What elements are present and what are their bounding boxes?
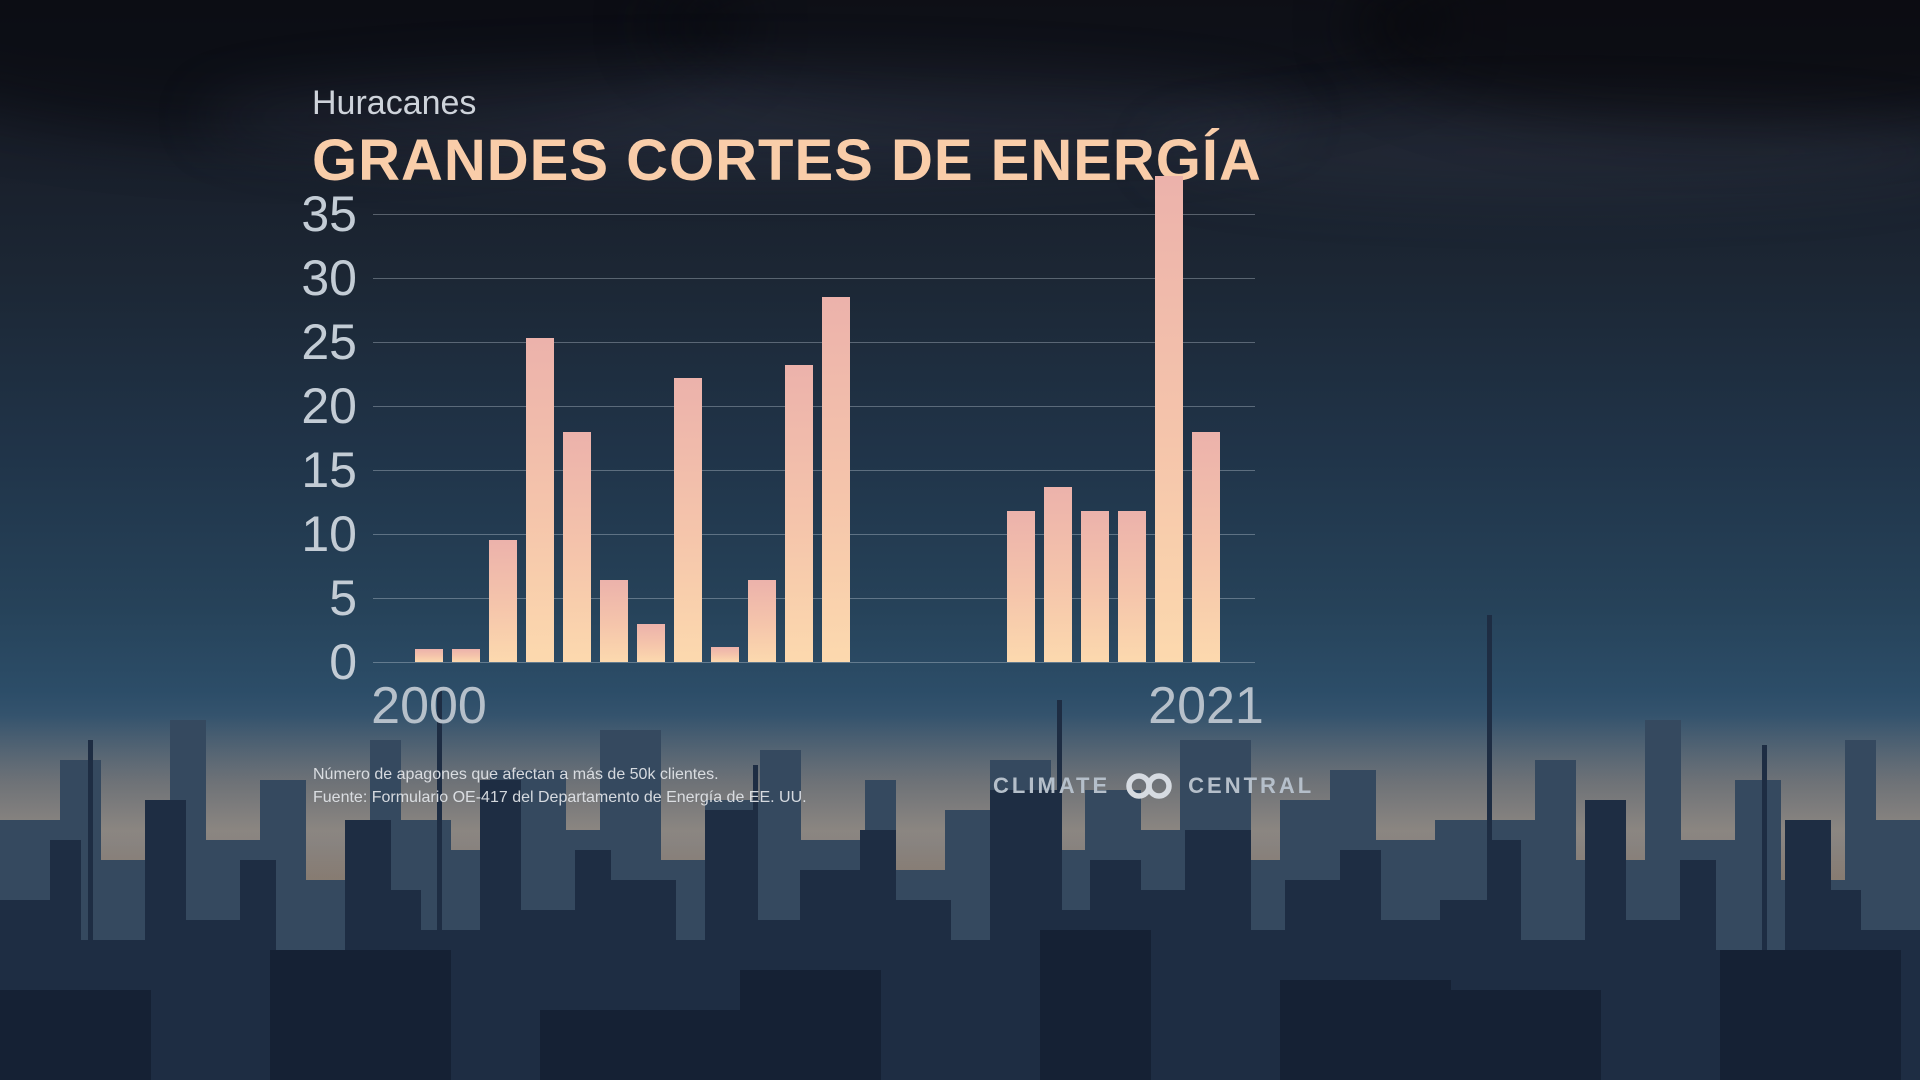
bar-2016: [1007, 510, 1035, 662]
bar-2010: [785, 365, 813, 662]
logo-text-central: CENTRAL: [1188, 773, 1315, 798]
climate-central-logo-mark: [1126, 773, 1172, 799]
building: [0, 990, 151, 1080]
y-tick-5: 5: [329, 570, 357, 626]
gridline-35: [373, 214, 1255, 215]
footnote: Número de apagones que afectan a más de …: [313, 763, 807, 809]
bar-2018: [1081, 510, 1109, 662]
bar-2002: [489, 540, 517, 662]
building: [145, 800, 186, 1080]
gridline-25: [373, 342, 1255, 343]
gridline-10: [373, 534, 1255, 535]
bar-2000: [415, 649, 443, 662]
building: [540, 1010, 741, 1080]
bar-2021: [1192, 431, 1220, 662]
antenna-tower: [88, 740, 93, 1080]
building: [185, 920, 241, 1080]
gridline-15: [373, 470, 1255, 471]
x-axis-label-2021: 2021: [1148, 677, 1264, 735]
building: [1625, 920, 1681, 1080]
gridline-0: [373, 662, 1255, 663]
logo-text-climate: CLIMATE: [993, 773, 1111, 798]
antenna-tower: [753, 765, 758, 1080]
gridline-20: [373, 406, 1255, 407]
antenna-tower: [437, 690, 442, 1080]
y-tick-10: 10: [301, 506, 357, 562]
gridline-30: [373, 278, 1255, 279]
y-tick-0: 0: [329, 634, 357, 690]
bar-2001: [452, 649, 480, 662]
building: [1680, 860, 1716, 1080]
cloud: [1150, 110, 1920, 195]
building: [1450, 990, 1601, 1080]
y-tick-15: 15: [301, 442, 357, 498]
bar-2006: [637, 623, 665, 662]
y-tick-30: 30: [301, 250, 357, 306]
bar-2005: [600, 580, 628, 662]
climate-central-logo: CLIMATE CENTRAL: [993, 770, 1314, 802]
footnote-line1: Número de apagones que afectan a más de …: [313, 766, 719, 783]
city-skyline-foreground: [0, 930, 1901, 1080]
building: [270, 950, 451, 1080]
bar-2007: [674, 377, 702, 662]
bar-2011: [822, 297, 850, 662]
bar-2008: [711, 646, 739, 662]
chart-title: GRANDES CORTES DE ENERGÍA: [312, 128, 1262, 193]
building: [1720, 950, 1901, 1080]
x-axis-label-2000: 2000: [371, 677, 487, 735]
chart-kicker: Huracanes: [312, 84, 477, 122]
building: [740, 970, 881, 1080]
building: [480, 780, 521, 1080]
bar-2020: [1155, 175, 1183, 662]
footnote-line2: Fuente: Formulario OE-417 del Departamen…: [313, 789, 807, 807]
bar-2004: [563, 431, 591, 662]
bar-2003: [526, 338, 554, 662]
bar-2017: [1044, 486, 1072, 662]
y-tick-20: 20: [301, 378, 357, 434]
antenna-tower: [1762, 745, 1767, 1080]
building: [895, 900, 951, 1080]
building: [950, 940, 991, 1080]
antenna-tower: [1057, 700, 1062, 1080]
y-tick-35: 35: [301, 186, 357, 242]
y-tick-25: 25: [301, 314, 357, 370]
building: [1040, 930, 1151, 1080]
building: [1185, 830, 1251, 1080]
cloud: [200, 70, 1300, 165]
antenna-tower: [1487, 615, 1492, 1080]
building: [1280, 980, 1451, 1080]
gridline-5: [373, 598, 1255, 599]
bar-2009: [748, 580, 776, 662]
title-block: Huracanes GRANDES CORTES DE ENERGÍA: [312, 84, 1262, 194]
bar-2019: [1118, 510, 1146, 662]
